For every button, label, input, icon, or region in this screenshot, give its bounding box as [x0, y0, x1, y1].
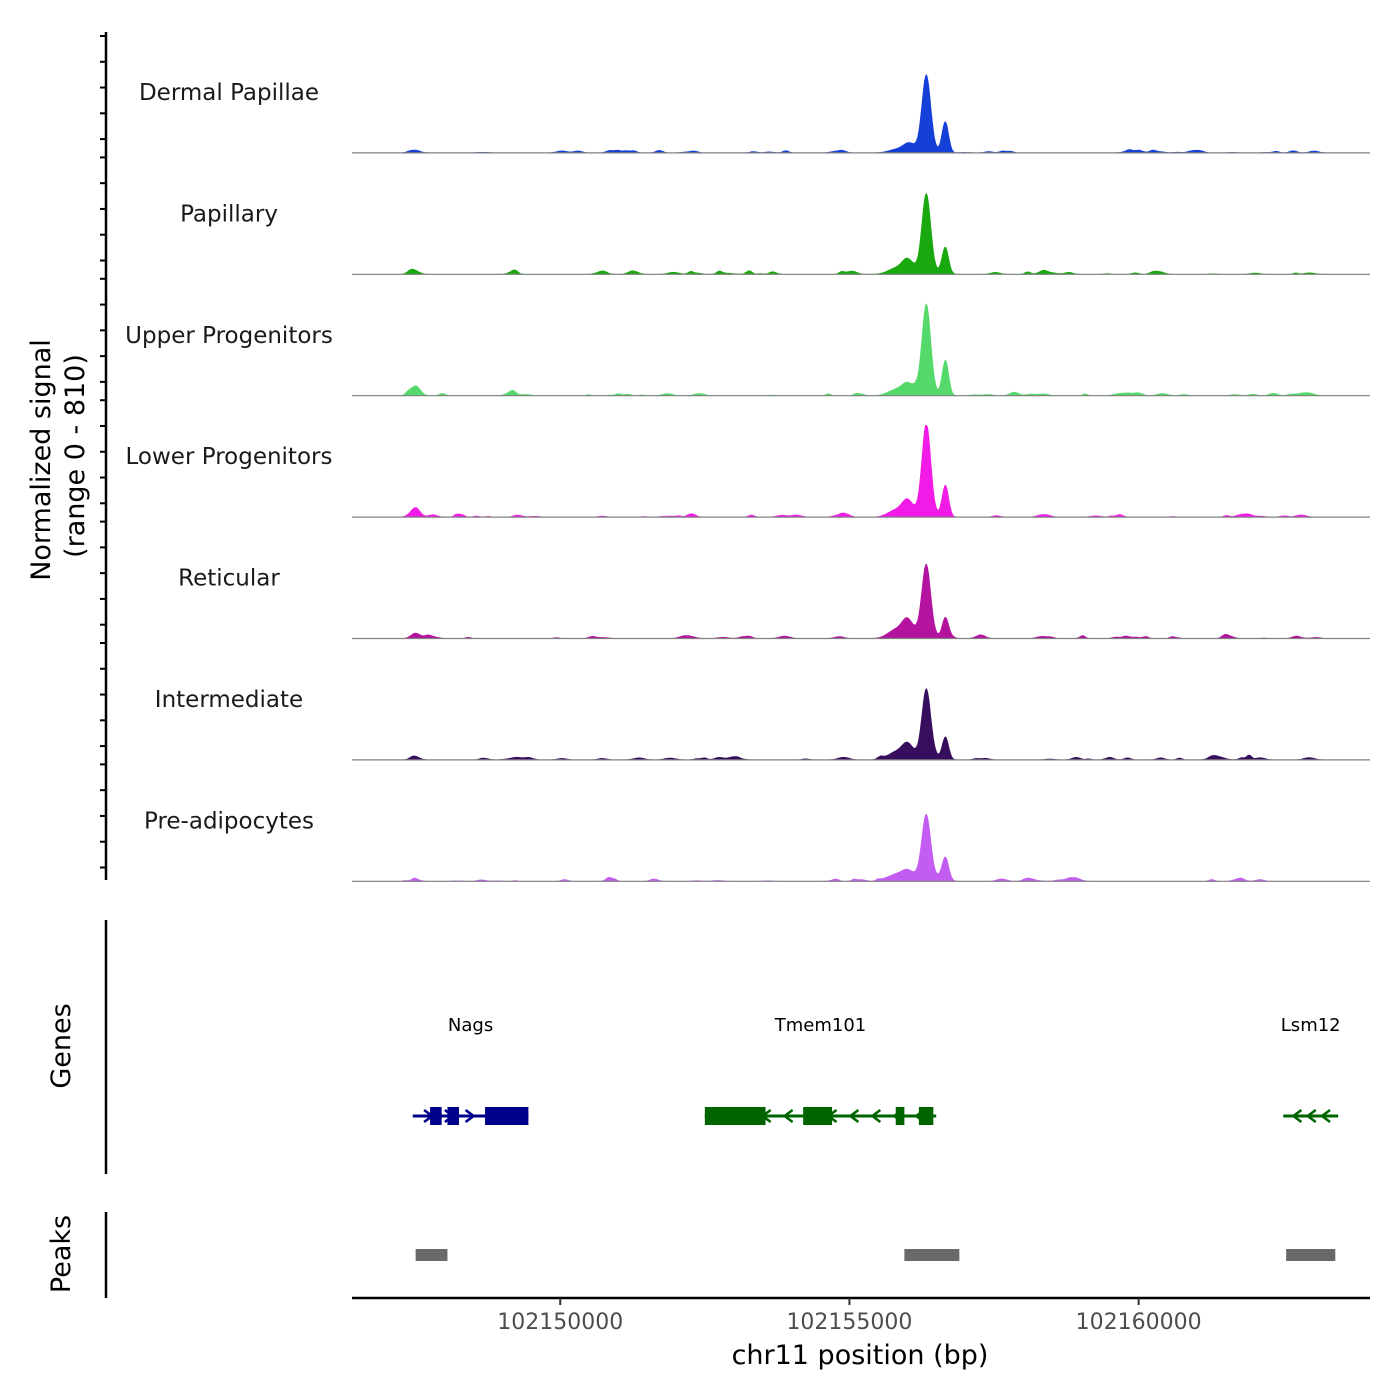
strand-arrow — [506, 1108, 518, 1124]
gene-name-label: Lsm12 — [1281, 1015, 1341, 1036]
strand-arrow — [485, 1108, 497, 1124]
strand-arrow — [870, 1108, 882, 1124]
strand-arrow — [1305, 1108, 1317, 1124]
coverage-track-upper-progenitors — [352, 303, 1370, 396]
coverage-tracks — [352, 74, 1370, 882]
peak-regions — [415, 1249, 1336, 1261]
peak-region — [904, 1249, 960, 1261]
gene-tmem101: Tmem101 — [704, 1015, 937, 1125]
gene-exon — [430, 1107, 442, 1125]
strand-arrow — [892, 1108, 904, 1124]
gene-name-label: Tmem101 — [774, 1015, 867, 1036]
track-labels: Dermal Papillae Papillary Upper Progenitor… — [125, 80, 333, 834]
gene-exon — [704, 1107, 766, 1125]
signal-axis-ticks — [100, 35, 106, 869]
strand-arrow — [826, 1108, 838, 1124]
strand-arrow — [464, 1108, 476, 1124]
y-axis-label-line2: (range 0 - 810) — [60, 354, 91, 558]
gene-exon — [895, 1107, 905, 1125]
strand-arrow — [848, 1108, 860, 1124]
coverage-track-lower-progenitors — [352, 425, 1370, 518]
genes-label: Genes — [46, 1003, 77, 1088]
gene-exon — [485, 1107, 529, 1125]
track-label: Upper Progenitors — [125, 323, 333, 349]
strand-arrow — [716, 1108, 728, 1124]
strand-arrow — [804, 1108, 816, 1124]
strand-arrow — [1319, 1108, 1331, 1124]
coverage-track-pre-adipocytes — [352, 813, 1370, 882]
x-axis-label: chr11 position (bp) — [732, 1340, 989, 1371]
strand-arrow — [760, 1108, 772, 1124]
strand-arrow — [423, 1108, 435, 1124]
x-tick-label: 102160000 — [1076, 1310, 1202, 1335]
coverage-track-reticular — [352, 563, 1370, 639]
strand-arrow — [782, 1108, 794, 1124]
track-label: Pre-adipocytes — [144, 808, 314, 834]
strand-arrow — [738, 1108, 750, 1124]
coverage-track-dermal-papillae — [352, 74, 1370, 154]
gene-annotations: Nags Tmem101 Lsm12 — [412, 1015, 1341, 1125]
coverage-track-intermediate — [352, 688, 1370, 761]
gene-lsm12: Lsm12 — [1281, 1015, 1341, 1124]
track-label: Lower Progenitors — [126, 444, 333, 470]
track-label: Papillary — [180, 201, 278, 227]
x-axis-ticks: 102150000 102155000 102160000 — [497, 1298, 1202, 1335]
strand-arrow — [1291, 1108, 1303, 1124]
strand-arrow — [444, 1108, 456, 1124]
strand-arrow — [914, 1108, 926, 1124]
track-label: Dermal Papillae — [139, 80, 319, 106]
x-tick-label: 102150000 — [497, 1310, 623, 1335]
gene-exon — [918, 1107, 934, 1125]
peaks-label: Peaks — [46, 1215, 77, 1293]
track-label: Reticular — [178, 566, 280, 592]
track-label: Intermediate — [155, 687, 303, 713]
coverage-track-papillary — [352, 192, 1370, 275]
peak-region — [415, 1249, 448, 1261]
y-axis-label-line1: Normalized signal — [26, 339, 57, 581]
gene-name-label: Nags — [448, 1015, 493, 1036]
x-tick-label: 102155000 — [786, 1310, 912, 1335]
peak-region — [1286, 1249, 1336, 1261]
gene-nags: Nags — [412, 1015, 529, 1125]
